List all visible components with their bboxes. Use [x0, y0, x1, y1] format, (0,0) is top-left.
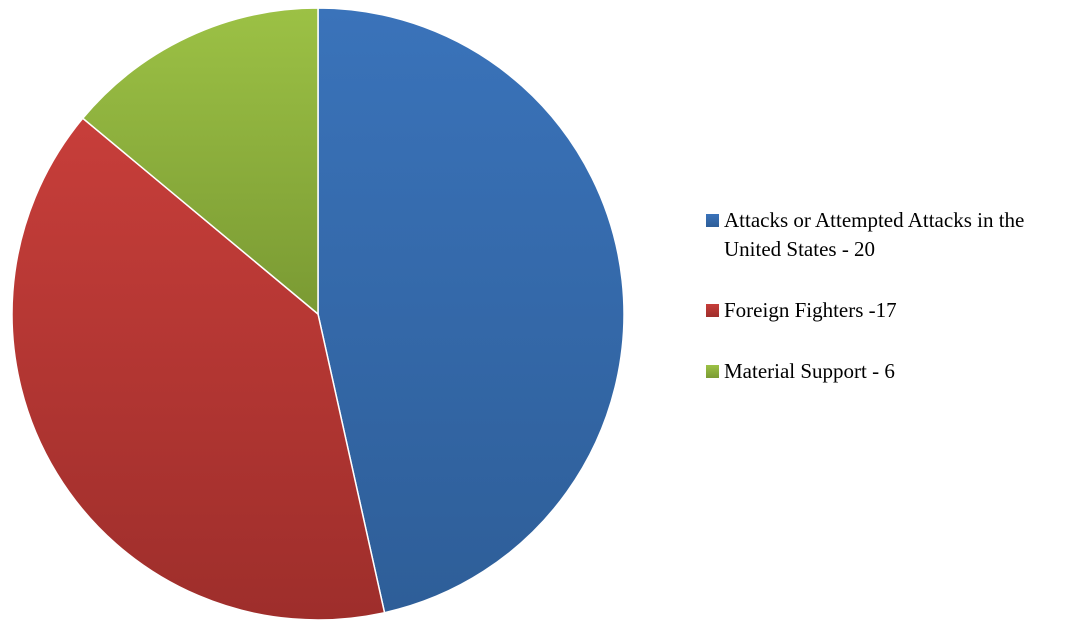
legend-item-material-support: Material Support - 6 [706, 357, 1072, 386]
pie-slice-attacks [317, 7, 625, 614]
legend-swatch-material-support [706, 365, 719, 378]
legend-swatch-foreign-fighters [706, 304, 719, 317]
pie-slice-material-support [81, 7, 319, 316]
legend-label-attacks: Attacks or Attempted Attacks in the Unit… [724, 208, 1025, 261]
legend-item-foreign-fighters: Foreign Fighters -17 [706, 296, 1072, 325]
legend-item-attacks: Attacks or Attempted Attacks in the Unit… [706, 206, 1072, 264]
chart-legend: Attacks or Attempted Attacks in the Unit… [706, 206, 1072, 386]
legend-label-material-support: Material Support - 6 [724, 359, 895, 383]
pie-chart-plot [11, 7, 625, 621]
legend-label-foreign-fighters: Foreign Fighters -17 [724, 298, 897, 322]
pie-slice-foreign-fighters [11, 117, 386, 621]
legend-swatch-attacks [706, 214, 719, 227]
